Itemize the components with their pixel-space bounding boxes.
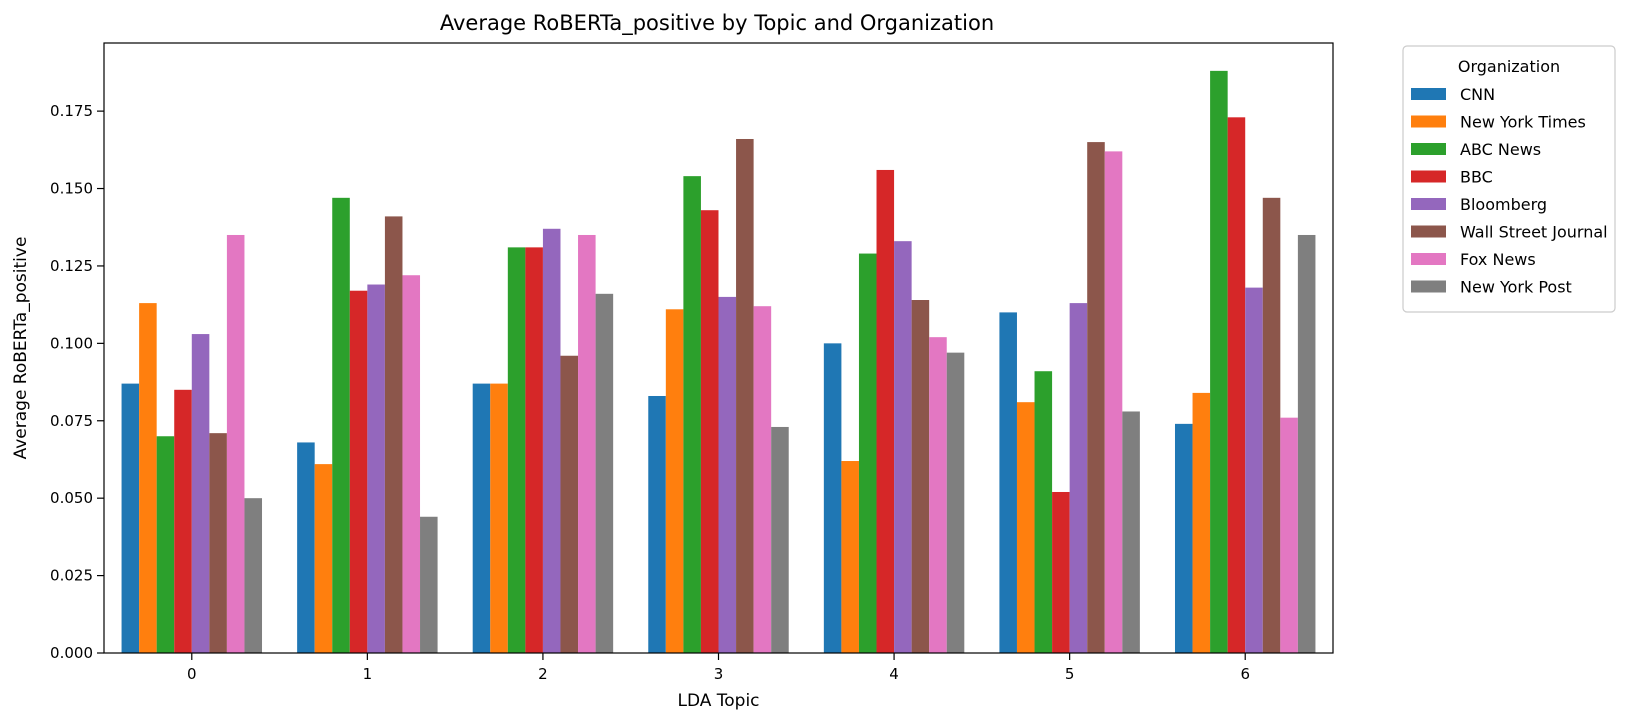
- bar-new-york-post-3: [771, 426, 789, 653]
- bar-new-york-post-5: [1122, 411, 1140, 653]
- bar-wall-street-journal-0: [209, 433, 227, 653]
- legend-title: Organization: [1458, 57, 1560, 76]
- bar-wall-street-journal-3: [736, 138, 754, 653]
- bar-abc-news-6: [1210, 70, 1228, 653]
- y-tick-label: 0.100: [50, 334, 93, 352]
- bar-new-york-post-4: [946, 352, 965, 653]
- bar-new-york-times-1: [314, 464, 333, 653]
- bar-abc-news-0: [156, 436, 175, 653]
- bar-fox-news-3: [753, 306, 772, 653]
- bar-bloomberg-3: [718, 296, 737, 653]
- legend-swatch: [1411, 280, 1446, 293]
- bar-fox-news-5: [1104, 151, 1123, 653]
- x-axis-label: LDA Topic: [677, 691, 759, 711]
- y-tick-label: 0.150: [50, 180, 93, 198]
- bar-abc-news-5: [1034, 371, 1053, 653]
- bar-cnn-6: [1174, 423, 1193, 653]
- bar-abc-news-3: [683, 176, 701, 653]
- bar-cnn-3: [648, 395, 666, 653]
- legend-swatch: [1411, 170, 1446, 183]
- legend-entry: New York Times: [1460, 113, 1586, 132]
- bar-bbc-3: [700, 210, 719, 653]
- legend-entry: Bloomberg: [1460, 195, 1547, 214]
- legend-entry: ABC News: [1460, 140, 1541, 159]
- bar-fox-news-1: [402, 275, 421, 653]
- bar-fox-news-2: [578, 234, 596, 654]
- bar-bloomberg-6: [1245, 287, 1263, 653]
- y-tick-label: 0.125: [50, 257, 93, 275]
- plot-frame: [103, 42, 1334, 654]
- bar-cnn-5: [999, 312, 1017, 653]
- x-tick-label: 4: [889, 665, 899, 683]
- bar-cnn-0: [121, 383, 140, 653]
- bar-bbc-4: [876, 169, 895, 653]
- bar-new-york-post-6: [1297, 234, 1316, 654]
- bar-wall-street-journal-4: [911, 300, 930, 653]
- legend-swatch: [1411, 88, 1446, 100]
- bar-wall-street-journal-1: [384, 216, 403, 654]
- legend-swatch: [1411, 253, 1446, 265]
- x-tick-label: 5: [1065, 665, 1075, 683]
- bar-abc-news-4: [858, 253, 877, 653]
- bar-new-york-post-2: [595, 293, 614, 653]
- x-tick-label: 1: [363, 665, 373, 683]
- bar-new-york-post-1: [420, 516, 438, 653]
- bar-fox-news-6: [1280, 417, 1298, 653]
- x-axis: 0 1 2 3 4 5 6: [187, 653, 1250, 683]
- x-tick-label: 0: [187, 665, 197, 683]
- legend-box: [1402, 45, 1616, 313]
- legend-swatch: [1411, 143, 1446, 155]
- bar-wall-street-journal-2: [560, 355, 579, 653]
- bar-new-york-times-3: [665, 309, 684, 653]
- bar-cnn-4: [823, 343, 842, 653]
- bar-bloomberg-5: [1069, 303, 1088, 653]
- bar-new-york-times-5: [1016, 402, 1035, 653]
- bar-abc-news-2: [507, 247, 526, 653]
- legend-swatch: [1411, 115, 1446, 128]
- y-axis-label: Average RoBERTa_positive: [11, 237, 31, 460]
- bar-bloomberg-2: [542, 228, 561, 653]
- legend-entry: CNN: [1460, 85, 1495, 104]
- bar-bbc-0: [174, 389, 192, 653]
- bar-new-york-times-2: [490, 383, 508, 653]
- bar-bloomberg-4: [894, 241, 912, 653]
- bar-new-york-times-6: [1192, 392, 1211, 653]
- x-tick-label: 6: [1240, 665, 1250, 683]
- bar-bloomberg-1: [367, 284, 385, 653]
- y-tick-label: 0.075: [50, 412, 93, 430]
- y-tick-label: 0.000: [50, 644, 93, 662]
- bar-new-york-post-0: [244, 498, 263, 653]
- legend-swatch: [1411, 198, 1446, 210]
- bar-abc-news-1: [332, 197, 350, 654]
- legend: Organization CNN New York Times ABC News BBC…: [1402, 45, 1616, 313]
- y-tick-label: 0.025: [50, 567, 93, 585]
- bar-fox-news-0: [226, 234, 245, 654]
- x-tick-label: 2: [538, 665, 548, 683]
- bar-bbc-1: [349, 290, 368, 653]
- bars-group: [121, 70, 1316, 654]
- bar-bbc-2: [525, 247, 543, 653]
- bar-cnn-1: [297, 442, 315, 653]
- bar-bbc-5: [1052, 491, 1070, 653]
- y-tick-label: 0.050: [50, 489, 93, 507]
- legend-entry: BBC: [1460, 168, 1493, 187]
- y-axis: 0.000 0.025 0.050 0.075 0.100 0.125 0.150 0.175: [50, 102, 104, 662]
- legend-entry: Fox News: [1460, 250, 1536, 269]
- bar-wall-street-journal-5: [1087, 142, 1105, 653]
- legend-swatch: [1411, 225, 1446, 238]
- bar-new-york-times-4: [841, 461, 859, 653]
- bar-fox-news-4: [929, 337, 947, 653]
- bar-new-york-times-0: [139, 303, 157, 653]
- x-tick-label: 3: [714, 665, 724, 683]
- chart-title: Average RoBERTa_positive by Topic and Or…: [440, 11, 994, 36]
- legend-entry: Wall Street Journal: [1460, 223, 1608, 242]
- bar-wall-street-journal-6: [1262, 197, 1281, 654]
- legend-entry: New York Post: [1460, 278, 1572, 297]
- y-tick-label: 0.175: [50, 102, 93, 120]
- bar-bbc-6: [1227, 117, 1246, 654]
- bar-cnn-2: [472, 383, 491, 653]
- bar-bloomberg-0: [191, 334, 210, 653]
